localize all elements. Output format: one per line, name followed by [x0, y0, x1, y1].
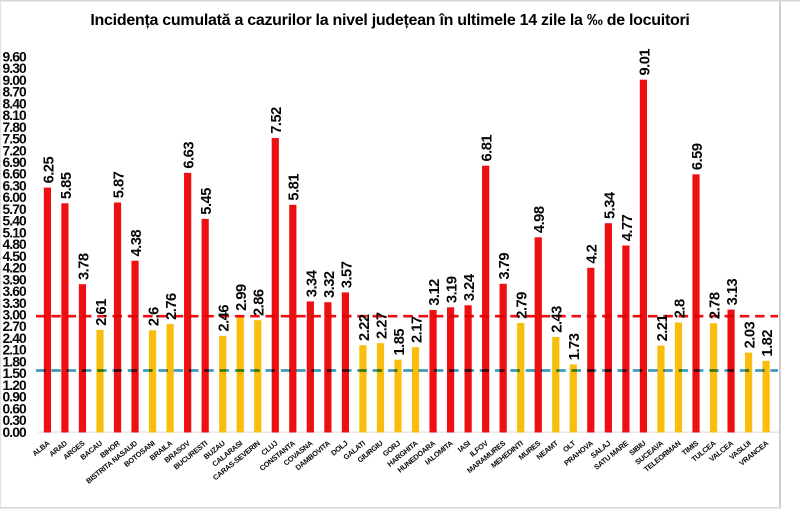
svg-text:5.70: 5.70: [3, 202, 27, 217]
svg-text:5.40: 5.40: [3, 214, 27, 229]
svg-text:2.40: 2.40: [3, 331, 27, 346]
svg-text:5.10: 5.10: [3, 225, 27, 240]
svg-text:0.30: 0.30: [3, 413, 27, 428]
svg-text:3.57: 3.57: [339, 261, 355, 288]
svg-text:7.80: 7.80: [3, 120, 27, 135]
svg-text:4.38: 4.38: [129, 230, 145, 257]
svg-text:3.12: 3.12: [427, 279, 443, 306]
svg-text:5.34: 5.34: [602, 191, 618, 219]
svg-text:6.59: 6.59: [690, 143, 706, 170]
svg-text:5.81: 5.81: [287, 174, 303, 201]
svg-text:2.6: 2.6: [146, 307, 162, 326]
svg-text:2.22: 2.22: [357, 314, 373, 341]
svg-text:1.82: 1.82: [760, 330, 776, 357]
svg-text:9.00: 9.00: [3, 73, 27, 88]
svg-text:7.20: 7.20: [3, 143, 27, 158]
svg-text:4.20: 4.20: [3, 261, 27, 276]
svg-text:1.80: 1.80: [3, 354, 27, 369]
svg-text:3.34: 3.34: [304, 269, 320, 297]
svg-text:2.61: 2.61: [94, 299, 110, 326]
svg-text:2.27: 2.27: [374, 312, 390, 339]
svg-text:2.99: 2.99: [234, 284, 250, 311]
svg-text:0.90: 0.90: [3, 390, 27, 405]
svg-text:8.70: 8.70: [3, 85, 27, 100]
svg-text:2.10: 2.10: [3, 343, 27, 358]
svg-text:8.40: 8.40: [3, 96, 27, 111]
svg-text:1.50: 1.50: [3, 366, 27, 381]
svg-text:2.17: 2.17: [409, 316, 425, 343]
svg-text:6.63: 6.63: [182, 142, 198, 169]
svg-text:Incidența cumulată a cazurilor: Incidența cumulată a cazurilor la nivel …: [90, 12, 689, 29]
svg-text:2.78: 2.78: [707, 292, 723, 319]
svg-text:3.30: 3.30: [3, 296, 27, 311]
svg-text:7.50: 7.50: [3, 132, 27, 147]
svg-text:3.13: 3.13: [725, 278, 741, 305]
svg-text:4.80: 4.80: [3, 237, 27, 252]
svg-text:3.24: 3.24: [462, 273, 478, 301]
svg-text:8.10: 8.10: [3, 108, 27, 123]
svg-text:4.77: 4.77: [620, 214, 636, 241]
svg-text:3.32: 3.32: [322, 271, 338, 298]
svg-text:9.60: 9.60: [3, 49, 27, 64]
svg-text:2.86: 2.86: [252, 289, 268, 316]
svg-text:3.78: 3.78: [76, 253, 92, 280]
svg-text:6.00: 6.00: [3, 190, 27, 205]
svg-text:0.00: 0.00: [3, 425, 27, 440]
svg-text:2.70: 2.70: [3, 319, 27, 334]
svg-text:2.03: 2.03: [743, 321, 759, 348]
svg-text:3.79: 3.79: [497, 253, 513, 280]
svg-text:6.90: 6.90: [3, 155, 27, 170]
svg-text:2.43: 2.43: [550, 306, 566, 333]
svg-text:1.20: 1.20: [3, 378, 27, 393]
svg-text:3.00: 3.00: [3, 308, 27, 323]
svg-text:2.46: 2.46: [217, 305, 233, 332]
svg-text:4.50: 4.50: [3, 249, 27, 264]
svg-text:5.87: 5.87: [111, 171, 127, 198]
svg-text:0.60: 0.60: [3, 401, 27, 416]
svg-text:2.76: 2.76: [164, 293, 180, 320]
svg-text:4.2: 4.2: [585, 244, 601, 263]
svg-text:3.19: 3.19: [444, 276, 460, 303]
svg-text:2.79: 2.79: [515, 292, 531, 319]
svg-text:6.81: 6.81: [480, 135, 496, 162]
svg-text:1.85: 1.85: [392, 329, 408, 356]
svg-text:9.01: 9.01: [637, 49, 653, 76]
svg-text:5.85: 5.85: [59, 172, 75, 199]
svg-text:6.30: 6.30: [3, 179, 27, 194]
svg-text:6.25: 6.25: [41, 156, 57, 183]
svg-text:6.60: 6.60: [3, 167, 27, 182]
svg-text:7.52: 7.52: [269, 107, 285, 134]
svg-text:1.73: 1.73: [567, 333, 583, 360]
svg-text:4.98: 4.98: [532, 206, 548, 233]
svg-text:2.21: 2.21: [655, 314, 671, 341]
svg-text:5.45: 5.45: [199, 188, 215, 215]
svg-text:3.60: 3.60: [3, 284, 27, 299]
svg-text:2.8: 2.8: [672, 299, 688, 318]
svg-text:3.90: 3.90: [3, 272, 27, 287]
svg-text:9.30: 9.30: [3, 61, 27, 76]
